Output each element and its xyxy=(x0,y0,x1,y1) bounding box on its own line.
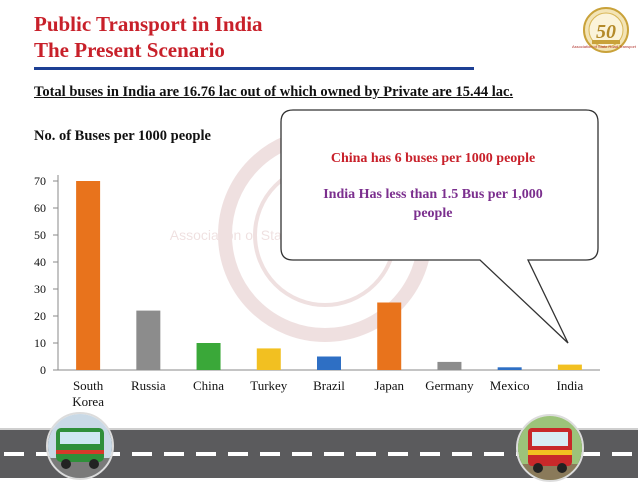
road-dash xyxy=(484,452,504,456)
bar-turkey xyxy=(256,348,281,370)
logo-number: 50 xyxy=(596,21,616,43)
road-dash xyxy=(292,452,312,456)
bar-mexico xyxy=(497,367,522,370)
y-tick-label: 60 xyxy=(34,201,46,215)
road-dash xyxy=(388,452,408,456)
x-tick-label: Russia xyxy=(131,378,166,393)
x-tick-label: China xyxy=(193,378,224,393)
x-tick-label: Mexico xyxy=(490,378,530,393)
y-tick-label: 70 xyxy=(34,174,46,188)
bar-china xyxy=(196,343,221,370)
subtitle: Total buses in India are 16.76 lac out o… xyxy=(34,84,514,100)
x-tick-label: South xyxy=(73,378,104,393)
road-dash xyxy=(196,452,216,456)
callout-line-3: people xyxy=(414,206,453,221)
logo-caption: Association of State Road Transport xyxy=(571,44,637,49)
title-underline xyxy=(34,67,474,70)
title-line-2: The Present Scenario xyxy=(34,38,225,62)
road-dash xyxy=(452,452,472,456)
bar-chart: Association of State Road Transport Unde… xyxy=(34,109,600,409)
x-tick-label: Korea xyxy=(72,394,104,409)
green-bus-photo xyxy=(46,412,114,480)
y-tick-label: 30 xyxy=(34,282,46,296)
callout-bubble xyxy=(280,109,599,344)
callout-line-1: China has 6 buses per 1000 people xyxy=(331,151,535,166)
road-dash xyxy=(612,452,632,456)
road-dash xyxy=(420,452,440,456)
golden-jubilee-logo: 50 xyxy=(583,7,629,53)
road-dash xyxy=(356,452,376,456)
x-tick-label: Brazil xyxy=(313,378,345,393)
y-tick-label: 40 xyxy=(34,255,46,269)
road-dash xyxy=(324,452,344,456)
y-tick-label: 10 xyxy=(34,336,46,350)
bar-russia xyxy=(136,310,161,370)
bar-brazil xyxy=(317,356,341,370)
chart-title: No. of Buses per 1000 people xyxy=(34,128,211,144)
y-tick-label: 50 xyxy=(34,228,46,242)
road-dash xyxy=(580,452,600,456)
bar-japan xyxy=(377,302,402,370)
y-tick-label: 0 xyxy=(40,363,46,377)
bar-germany xyxy=(437,361,462,370)
callout-line-2: India Has less than 1.5 Bus per 1,000 xyxy=(323,187,543,202)
road-dash xyxy=(164,452,184,456)
road-edge xyxy=(0,428,638,431)
red-bus-photo xyxy=(516,414,584,482)
x-tick-label: Japan xyxy=(374,378,404,393)
bar-india xyxy=(557,364,582,370)
x-tick-label: India xyxy=(557,378,584,393)
road-dash xyxy=(132,452,152,456)
bar-south-korea xyxy=(76,181,101,370)
x-tick-label: Germany xyxy=(425,378,474,393)
title-line-1: Public Transport in India xyxy=(34,12,263,36)
x-tick-label: Turkey xyxy=(250,378,288,393)
road-dash xyxy=(4,452,24,456)
road-dash xyxy=(260,452,280,456)
y-tick-label: 20 xyxy=(34,309,46,323)
road-dash xyxy=(228,452,248,456)
